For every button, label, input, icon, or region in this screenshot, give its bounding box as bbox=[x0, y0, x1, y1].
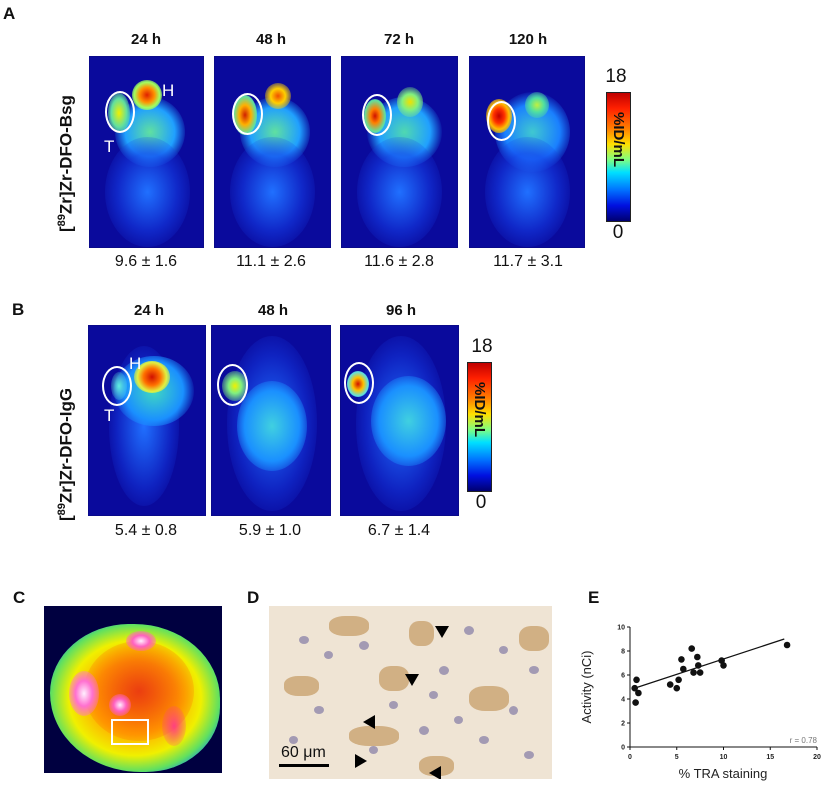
colorbar-unit-label: %ID/mL bbox=[610, 112, 627, 168]
panel-a-time-label: 72 h bbox=[383, 31, 414, 48]
arrowhead-icon bbox=[405, 674, 419, 686]
data-point bbox=[631, 684, 638, 692]
data-point bbox=[694, 653, 701, 661]
arrowhead-icon bbox=[363, 715, 375, 729]
pet-image-a-72h bbox=[341, 56, 458, 248]
heart-marker: H bbox=[129, 354, 142, 373]
data-point bbox=[666, 681, 674, 688]
pet-image-a-120h bbox=[469, 56, 585, 248]
data-point bbox=[783, 641, 791, 649]
svg-text:8: 8 bbox=[621, 649, 625, 656]
panel-c-letter: C bbox=[13, 588, 26, 607]
colorbar-min-label: 0 bbox=[475, 492, 487, 513]
tumor-marker: T bbox=[104, 406, 115, 425]
panel-d-letter: D bbox=[247, 588, 260, 607]
data-point bbox=[675, 676, 682, 684]
panel-a-uptake-value: 11.7 ± 3.1 bbox=[493, 253, 563, 270]
isotope-superscript: 89 bbox=[56, 214, 68, 227]
tumor-roi-ellipse bbox=[232, 93, 263, 135]
panel-b-uptake-value: 6.7 ± 1.4 bbox=[367, 522, 431, 539]
data-point bbox=[720, 662, 727, 669]
region-of-interest-box bbox=[111, 719, 149, 745]
tumor-roi-ellipse bbox=[105, 91, 135, 133]
panel-a-uptake-value: 11.1 ± 2.6 bbox=[236, 253, 306, 270]
svg-text:2: 2 bbox=[621, 721, 625, 728]
panel-b-time-label: 24 h bbox=[133, 302, 164, 319]
pet-image-b-48h bbox=[211, 325, 331, 516]
histology-image: 60 μm bbox=[269, 606, 552, 779]
scale-bar-label: 60 μm bbox=[281, 744, 326, 761]
panel-a-row-label-text: Zr]Zr-DFO-Bsg bbox=[56, 95, 76, 215]
panel-a-letter: A bbox=[3, 4, 16, 23]
data-point bbox=[679, 665, 687, 673]
x-axis-label: % TRA staining bbox=[679, 766, 768, 781]
arrowhead-icon bbox=[429, 766, 441, 779]
colorbar-unit-label: %ID/mL bbox=[471, 382, 488, 438]
panel-b-uptake-value: 5.4 ± 0.8 bbox=[114, 522, 178, 539]
colorbar-a bbox=[606, 92, 631, 222]
svg-text:0: 0 bbox=[628, 754, 632, 761]
pet-image-b-96h bbox=[340, 325, 459, 516]
colorbar-b bbox=[467, 362, 492, 492]
panel-a-uptake-value: 9.6 ± 1.6 bbox=[114, 253, 178, 270]
panel-a-time-label: 48 h bbox=[255, 31, 286, 48]
data-point bbox=[633, 676, 640, 684]
arrowhead-icon bbox=[435, 626, 449, 638]
panel-a-row-label: [89Zr]Zr-DFO-Bsg bbox=[56, 95, 76, 232]
data-point bbox=[688, 645, 696, 652]
svg-text:4: 4 bbox=[621, 697, 625, 704]
tumor-marker: T bbox=[104, 137, 115, 156]
svg-text:15: 15 bbox=[766, 754, 774, 761]
panel-e-letter: E bbox=[588, 588, 600, 607]
colorbar-max-label: 18 bbox=[471, 336, 493, 357]
data-point bbox=[635, 689, 642, 697]
scatter-plot: 0 5 10 15 20 0 2 4 6 8 10 Activity (nCi) % TRA sta… bbox=[580, 625, 821, 782]
heart-marker: H bbox=[162, 81, 175, 100]
correlation-annotation: r = 0.78 bbox=[790, 736, 818, 745]
panel-b-letter: B bbox=[12, 300, 25, 319]
pet-image-a-24h: H T bbox=[89, 56, 204, 248]
panel-a-uptake-value: 11.6 ± 2.8 bbox=[364, 253, 434, 270]
pet-image-a-48h bbox=[214, 56, 331, 248]
isotope-superscript: 89 bbox=[56, 503, 68, 516]
arrowhead-icon bbox=[355, 754, 367, 768]
data-point bbox=[632, 699, 639, 706]
tumor-roi-ellipse bbox=[487, 101, 516, 141]
panel-b-time-label: 48 h bbox=[257, 302, 288, 319]
svg-text:5: 5 bbox=[675, 754, 679, 761]
y-axis-label: Activity (nCi) bbox=[580, 651, 594, 724]
autoradiography-image bbox=[44, 606, 222, 773]
svg-text:0: 0 bbox=[621, 745, 625, 752]
tumor-roi-ellipse bbox=[344, 362, 374, 404]
regression-line bbox=[634, 638, 785, 689]
data-point bbox=[696, 669, 704, 676]
svg-text:10: 10 bbox=[617, 625, 625, 632]
colorbar-min-label: 0 bbox=[612, 222, 624, 243]
tumor-roi-ellipse bbox=[362, 94, 392, 136]
svg-text:20: 20 bbox=[813, 754, 821, 761]
panel-a-time-label: 120 h bbox=[508, 31, 548, 48]
panel-b-time-label: 96 h bbox=[385, 302, 416, 319]
panel-a-time-label: 24 h bbox=[130, 31, 161, 48]
svg-text:10: 10 bbox=[720, 754, 728, 761]
svg-text:6: 6 bbox=[621, 673, 625, 680]
data-point bbox=[690, 669, 697, 676]
panel-b-uptake-value: 5.9 ± 1.0 bbox=[238, 522, 302, 539]
colorbar-max-label: 18 bbox=[605, 66, 627, 87]
data-point bbox=[678, 656, 685, 663]
pet-image-b-24h: H T bbox=[88, 325, 206, 516]
panel-b-row-label-text: Zr]Zr-DFO-IgG bbox=[56, 387, 76, 504]
panel-b-row-label: [89Zr]Zr-DFO-IgG bbox=[56, 387, 76, 521]
data-point bbox=[673, 684, 681, 692]
tumor-roi-ellipse bbox=[102, 366, 132, 406]
tumor-roi-ellipse bbox=[217, 364, 248, 406]
scale-bar bbox=[279, 764, 329, 767]
